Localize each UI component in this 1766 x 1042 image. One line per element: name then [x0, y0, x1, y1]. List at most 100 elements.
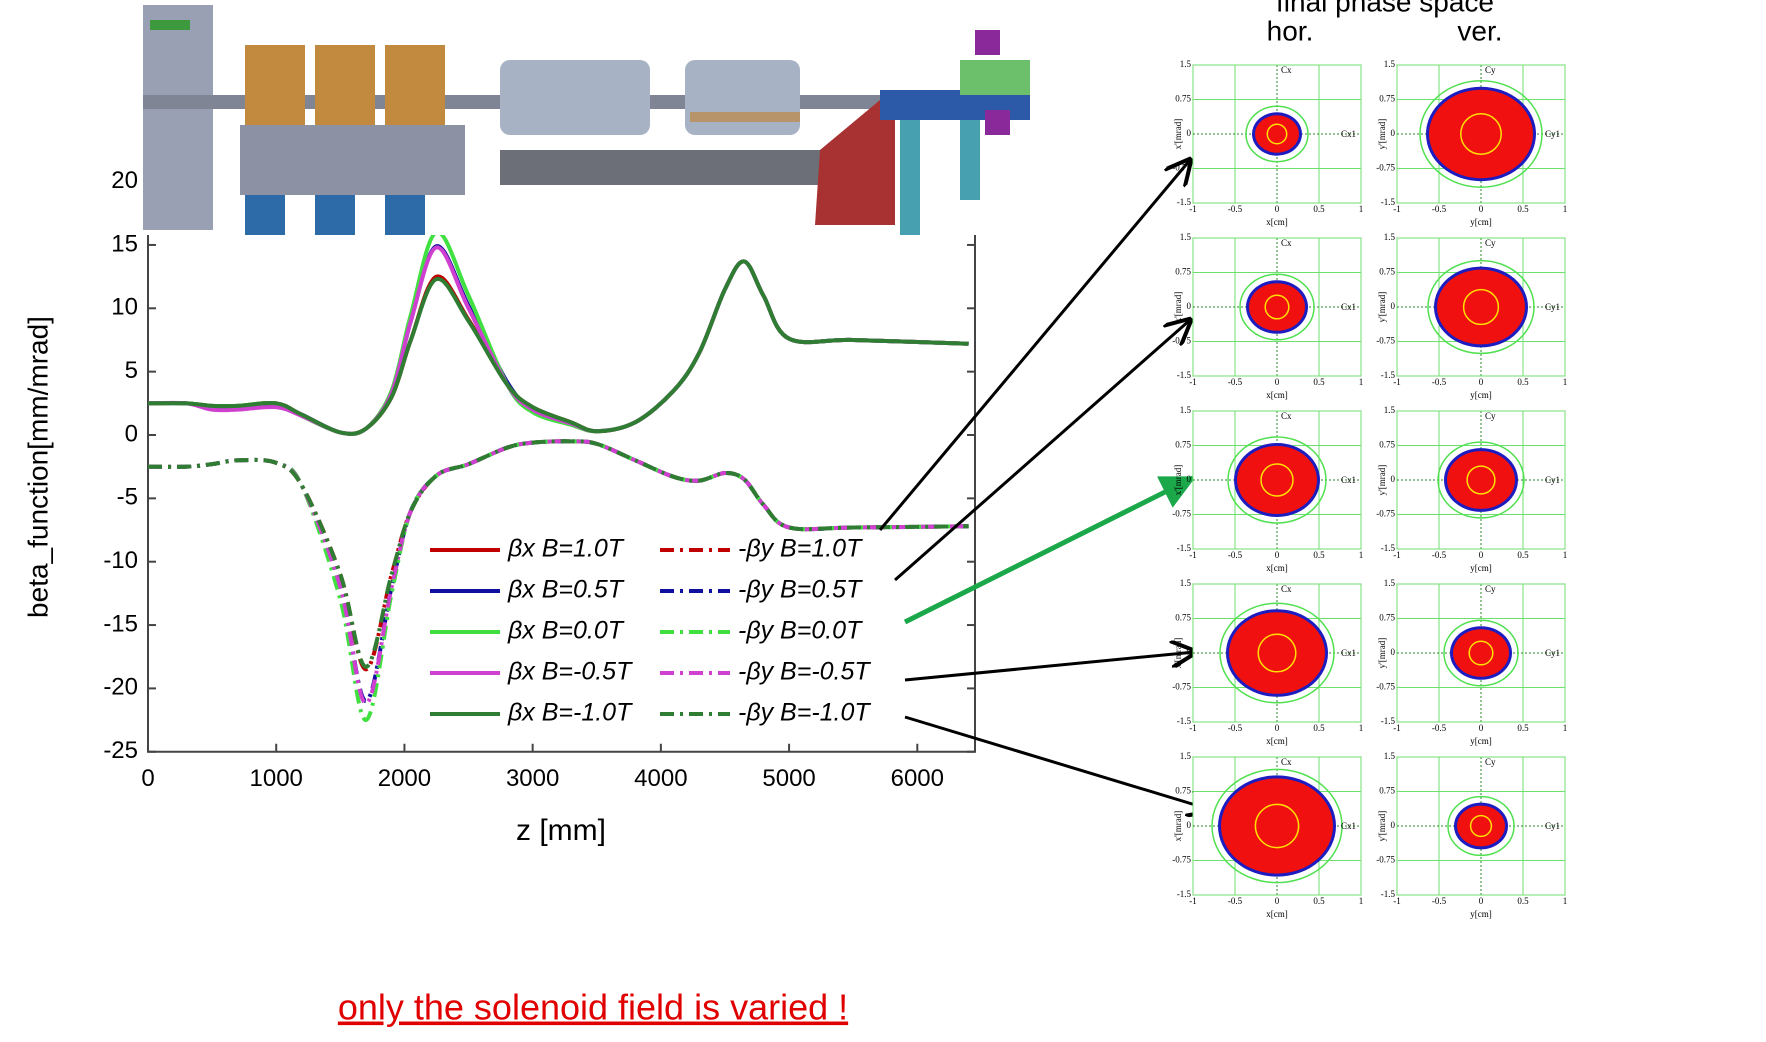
- phase-x-tick: 0.5: [1517, 723, 1529, 733]
- phase-y-label: y'[mrad]: [1377, 465, 1387, 496]
- legend-label: βx B=0.5T: [507, 576, 625, 604]
- phase-c1: Cy1: [1545, 302, 1560, 312]
- legend-label: -βy B=-1.0T: [738, 699, 871, 727]
- phase-x-tick: 1: [1359, 896, 1364, 906]
- y-axis-title: beta_function[mm/mrad]: [22, 316, 53, 618]
- phase-y-tick: -0.75: [1376, 336, 1395, 346]
- phase-x-tick: 1: [1359, 550, 1364, 560]
- phase-y-tick: -0.75: [1172, 855, 1191, 865]
- phase-x-label: x[cm]: [1266, 217, 1288, 227]
- figure: -25-20-15-10-505101520010002000300040005…: [0, 0, 1766, 1042]
- phase-y-tick: -1.5: [1177, 889, 1192, 899]
- legend-label: βx B=-1.0T: [507, 699, 633, 727]
- legend-label: -βy B=0.5T: [738, 576, 863, 604]
- phase-x-tick: 0: [1479, 550, 1484, 560]
- particles: [1457, 806, 1505, 847]
- x-tick-label: 0: [141, 765, 154, 792]
- phase-x-label: y[cm]: [1470, 390, 1492, 400]
- column-heading: ver.: [1457, 15, 1502, 46]
- phase-y-tick: 0: [1391, 474, 1396, 484]
- x-tick-label: 5000: [762, 765, 815, 792]
- x-axis-title: z [mm]: [516, 814, 606, 847]
- arrows: [880, 160, 1212, 810]
- particles: [1221, 778, 1333, 873]
- phase-y-tick: -0.75: [1172, 509, 1191, 519]
- phase-y-tick: -1.5: [1381, 716, 1396, 726]
- phase-plot: -1-0.500.51-1.5-0.7500.751.5x[cm]x'[mrad…: [1172, 232, 1363, 400]
- phase-x-tick: -0.5: [1432, 204, 1447, 214]
- phase-x-tick: 0: [1275, 377, 1280, 387]
- phase-x-tick: -0.5: [1228, 896, 1243, 906]
- particles: [1453, 629, 1509, 677]
- phase-y-tick: 1.5: [1384, 405, 1396, 415]
- phase-x-tick: 0: [1479, 723, 1484, 733]
- phase-x-tick: 0: [1275, 550, 1280, 560]
- phase-x-label: y[cm]: [1470, 217, 1492, 227]
- phase-y-tick: -0.75: [1172, 336, 1191, 346]
- phase-x-tick: 0.5: [1313, 550, 1325, 560]
- phase-y-tick: 0.75: [1379, 94, 1395, 104]
- y-tick-label: 20: [111, 167, 138, 194]
- legend-label: βx B=0.0T: [507, 617, 625, 645]
- phase-y-tick: 0.75: [1175, 440, 1191, 450]
- legend-label: βx B=1.0T: [507, 535, 625, 563]
- phase-y-tick: 0.75: [1379, 267, 1395, 277]
- phase-y-tick: 0: [1391, 647, 1396, 657]
- x-tick-label: 4000: [634, 765, 687, 792]
- phase-y-tick: 0.75: [1175, 94, 1191, 104]
- phase-c: Cx: [1281, 238, 1292, 248]
- phase-x-tick: 0: [1479, 896, 1484, 906]
- phase-y-tick: 0: [1391, 301, 1396, 311]
- phase-x-label: x[cm]: [1266, 909, 1288, 919]
- y-tick-label: -10: [103, 547, 138, 574]
- phase-y-tick: 0.75: [1379, 786, 1395, 796]
- phase-y-tick: -1.5: [1381, 197, 1396, 207]
- phase-c1: Cx1: [1341, 475, 1356, 485]
- phase-x-tick: 1: [1563, 204, 1568, 214]
- phase-c: Cy: [1485, 65, 1496, 75]
- phase-y-label: y'[mrad]: [1377, 119, 1387, 150]
- phase-c1: Cy1: [1545, 129, 1560, 139]
- phase-c1: Cy1: [1545, 648, 1560, 658]
- phase-y-tick: -0.75: [1376, 855, 1395, 865]
- x-tick-label: 1000: [250, 765, 303, 792]
- y-tick-label: 5: [125, 357, 138, 384]
- phase-y-tick: 0: [1391, 128, 1396, 138]
- phase-x-tick: 0.5: [1313, 723, 1325, 733]
- phase-y-tick: 1.5: [1384, 232, 1396, 242]
- particles: [1229, 612, 1325, 694]
- phase-y-tick: 1.5: [1384, 59, 1396, 69]
- y-tick-label: 15: [111, 230, 138, 257]
- phase-x-tick: 1: [1563, 377, 1568, 387]
- phase-c: Cy: [1485, 238, 1496, 248]
- phase-y-label: x'[mrad]: [1173, 465, 1183, 496]
- phase-y-tick: 0: [1391, 820, 1396, 830]
- phase-x-tick: 1: [1359, 377, 1364, 387]
- phase-y-tick: 0.75: [1175, 786, 1191, 796]
- phase-y-tick: -0.75: [1376, 509, 1395, 519]
- phase-y-tick: -1.5: [1177, 543, 1192, 553]
- phase-y-tick: 1.5: [1180, 751, 1192, 761]
- phase-y-tick: 0.75: [1379, 613, 1395, 623]
- phase-x-tick: 0: [1275, 896, 1280, 906]
- phase-y-tick: 1.5: [1384, 578, 1396, 588]
- phase-c: Cy: [1485, 584, 1496, 594]
- phase-x-tick: 0.5: [1313, 377, 1325, 387]
- x-tick-label: 3000: [506, 765, 559, 792]
- phase-x-tick: 0.5: [1517, 550, 1529, 560]
- phase-x-label: y[cm]: [1470, 736, 1492, 746]
- phase-y-tick: 0.75: [1175, 613, 1191, 623]
- phase-c: Cx: [1281, 757, 1292, 767]
- phase-c1: Cy1: [1545, 475, 1560, 485]
- legend-label: βx B=-0.5T: [507, 658, 633, 686]
- phase-y-tick: 0: [1187, 474, 1192, 484]
- phase-y-label: x'[mrad]: [1173, 119, 1183, 150]
- particles: [1447, 451, 1515, 509]
- phase-x-tick: 0: [1479, 377, 1484, 387]
- phase-plot: -1-0.500.51-1.5-0.7500.751.5x[cm]x'[mrad…: [1172, 578, 1363, 746]
- phase-y-tick: -0.75: [1376, 682, 1395, 692]
- phase-x-tick: 0.5: [1313, 204, 1325, 214]
